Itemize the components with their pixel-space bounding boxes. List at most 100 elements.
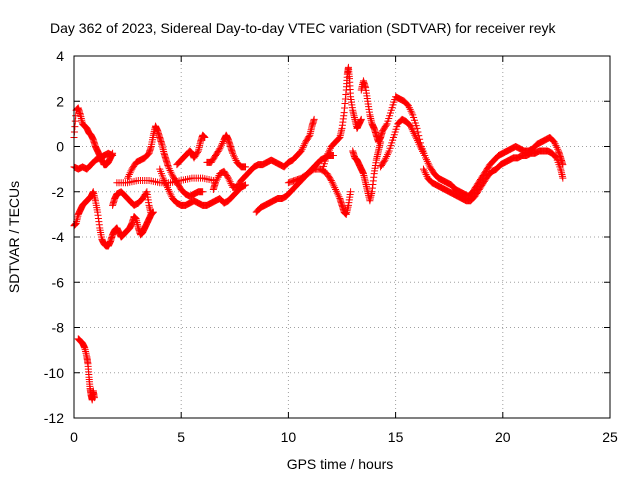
data-point: [417, 144, 425, 152]
x-tick-label: 5: [177, 429, 185, 445]
data-point: [301, 140, 309, 148]
data-point: [326, 175, 334, 183]
y-axis-label: SDTVAR / TECUs: [6, 181, 22, 293]
data-point: [419, 165, 427, 173]
data-point: [552, 142, 560, 150]
data-point: [224, 173, 232, 181]
data-point: [328, 178, 336, 186]
data-point: [381, 156, 389, 164]
data-point: [164, 163, 172, 171]
data-point: [226, 178, 234, 186]
data-point: [332, 185, 340, 193]
chart-title: Day 362 of 2023, Sidereal Day-to-day VTE…: [50, 20, 556, 36]
y-tick-label: -12: [44, 410, 64, 426]
data-point: [380, 157, 388, 165]
data-point: [410, 129, 418, 137]
data-point: [403, 100, 411, 108]
data-point: [230, 153, 238, 161]
data-point: [382, 154, 390, 162]
x-axis-label: GPS time / hours: [287, 456, 394, 472]
y-tick-label: -10: [44, 365, 64, 381]
data-point: [163, 182, 171, 190]
data-point: [161, 178, 169, 186]
data-point: [162, 180, 170, 188]
data-point: [227, 180, 235, 188]
data-point: [125, 171, 133, 179]
data-point: [168, 170, 176, 178]
data-point: [406, 105, 414, 113]
y-tick-label: -4: [52, 229, 65, 245]
data-point: [217, 143, 225, 151]
data-point: [218, 141, 226, 149]
data-point: [242, 181, 250, 189]
y-tick-label: -8: [52, 320, 65, 336]
data-point: [165, 165, 173, 173]
data-point: [212, 179, 220, 187]
data-point: [167, 168, 175, 176]
data-point: [215, 146, 223, 154]
data-point: [193, 148, 201, 156]
data-point: [330, 182, 338, 190]
x-tick-label: 10: [281, 429, 297, 445]
data-point: [124, 174, 132, 182]
data-point: [164, 185, 172, 193]
y-tick-label: -6: [52, 274, 65, 290]
data-point: [218, 139, 226, 147]
data-point: [199, 188, 207, 196]
data-point: [166, 166, 174, 174]
data-point: [334, 191, 342, 199]
data-point: [127, 167, 135, 175]
data-point: [124, 172, 132, 180]
data-point: [212, 177, 220, 185]
data-point: [422, 171, 430, 179]
data-point: [384, 149, 392, 157]
y-tick-label: -2: [52, 184, 65, 200]
data-point: [142, 189, 150, 197]
data-point: [559, 174, 567, 182]
y-tick-label: 2: [56, 93, 64, 109]
data-point: [327, 176, 335, 184]
data-point: [411, 131, 419, 139]
data-point: [383, 151, 391, 159]
data-point: [216, 145, 224, 153]
data-point: [549, 136, 557, 144]
data-point: [554, 145, 562, 153]
x-tick-label: 20: [495, 429, 511, 445]
data-point: [229, 149, 237, 157]
data-point: [420, 167, 428, 175]
data-point: [405, 120, 413, 128]
data-point: [230, 151, 238, 159]
data-point: [553, 143, 561, 151]
data-points: [70, 63, 567, 404]
data-point: [408, 109, 416, 117]
data-point: [409, 128, 417, 136]
data-point: [297, 147, 305, 155]
data-point: [90, 394, 98, 402]
data-point: [305, 133, 313, 141]
data-point: [419, 149, 427, 157]
data-point: [357, 115, 365, 123]
data-point: [329, 152, 337, 160]
data-point: [160, 176, 168, 184]
data-point: [325, 148, 333, 156]
data-point: [407, 124, 415, 132]
data-point: [551, 140, 559, 148]
data-point: [167, 191, 175, 199]
data-point: [425, 161, 433, 169]
data-point: [416, 142, 424, 150]
data-point: [225, 176, 233, 184]
data-point: [331, 184, 339, 192]
axis-ticks: 0 5 10 15 20 25 -12 -10 -8 -6 -4 -2 0 2 4: [44, 48, 618, 445]
data-point: [418, 146, 426, 154]
y-tick-label: 4: [56, 48, 64, 64]
data-point: [424, 159, 432, 167]
data-point: [163, 184, 171, 192]
data-point: [413, 135, 421, 143]
data-point: [224, 174, 232, 182]
data-point: [551, 152, 559, 160]
data-point: [214, 173, 222, 181]
data-point: [213, 175, 221, 183]
y-tick-label: 0: [56, 139, 64, 155]
data-point: [299, 143, 307, 151]
